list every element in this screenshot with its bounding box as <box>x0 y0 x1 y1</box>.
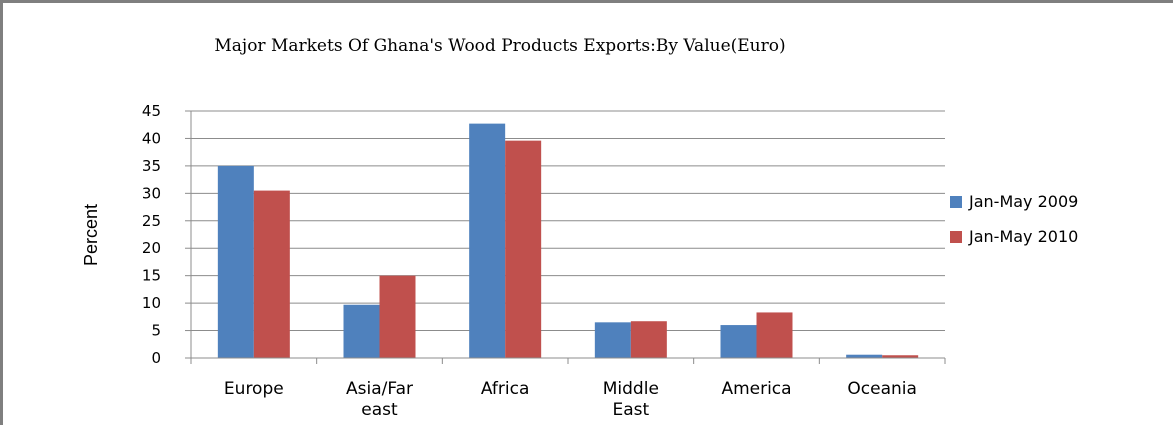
axes <box>185 110 946 364</box>
bar-jan-may-2009-1 <box>343 304 380 358</box>
chart-title: Major Markets Of Ghana's Wood Products E… <box>214 36 785 56</box>
y-tick-label: 35 <box>142 157 161 175</box>
legend-label: Jan-May 2009 <box>968 192 1078 211</box>
bar-jan-may-2009-2 <box>469 123 506 358</box>
category-label: Europe <box>224 379 284 399</box>
category-label: Africa <box>481 379 530 399</box>
bar-jan-may-2010-2 <box>505 140 542 358</box>
category-label: Middle East <box>603 379 659 420</box>
y-axis-label: Percent <box>81 204 101 266</box>
y-axis-ticks: 0 5 10 15 20 25 30 35 40 45 <box>142 102 161 367</box>
bars <box>217 123 919 358</box>
bar-jan-may-2010-3 <box>630 321 667 358</box>
y-tick-label: 15 <box>142 267 161 285</box>
y-tick-label: 45 <box>142 102 161 120</box>
bar-jan-may-2010-4 <box>756 312 793 358</box>
bar-jan-may-2009-0 <box>217 165 254 358</box>
bar-jan-may-2009-4 <box>720 325 757 358</box>
legend-label: Jan-May 2010 <box>968 227 1078 246</box>
y-tick-label: 20 <box>142 239 161 257</box>
category-label: America <box>721 379 791 399</box>
y-tick-label: 5 <box>151 322 161 340</box>
bar-jan-may-2009-3 <box>594 322 631 358</box>
gridlines <box>191 110 945 332</box>
bar-jan-may-2010-1 <box>379 275 416 358</box>
bar-jan-may-2009-5 <box>846 354 883 358</box>
legend: Jan-May 2009 Jan-May 2010 <box>950 192 1078 246</box>
y-tick-label: 0 <box>151 349 161 367</box>
y-tick-label: 10 <box>142 294 161 312</box>
category-label: Asia/Far east <box>346 379 413 420</box>
bar-chart: Major Markets Of Ghana's Wood Products E… <box>81 36 1078 420</box>
bar-jan-may-2010-0 <box>253 190 290 358</box>
legend-swatch <box>950 231 962 243</box>
y-tick-label: 25 <box>142 212 161 230</box>
bar-jan-may-2010-5 <box>882 355 919 358</box>
category-label: Oceania <box>847 379 917 399</box>
legend-swatch <box>950 196 962 208</box>
y-tick-label: 40 <box>142 129 161 147</box>
y-tick-label: 30 <box>142 184 161 202</box>
category-labels: Europe Asia/Far east Africa Middle East Americ… <box>224 379 917 420</box>
